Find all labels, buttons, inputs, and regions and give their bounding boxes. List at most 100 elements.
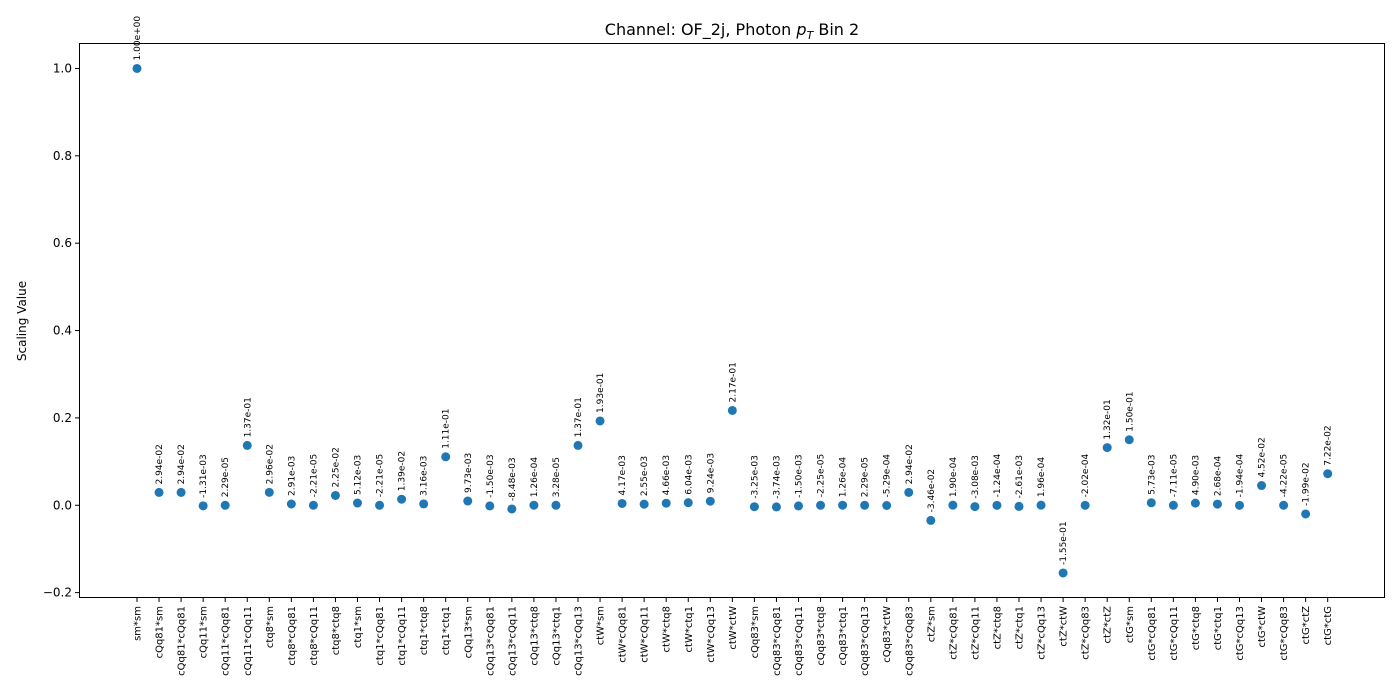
- data-point: [198, 501, 208, 511]
- data-point: [242, 440, 252, 450]
- x-tick-label: ctZ*ctq8: [992, 606, 1003, 649]
- data-label: 1.11e-01: [442, 409, 452, 449]
- data-label: 2.94e-02: [155, 444, 165, 484]
- x-tick-label: cQq83*ctW: [882, 606, 893, 663]
- x-tick-label: ctW*cQq13: [706, 606, 717, 663]
- data-label: 6.04e-03: [684, 454, 694, 494]
- data-point: [1080, 500, 1090, 510]
- data-label: 1.96e-04: [1037, 457, 1047, 498]
- data-point: [926, 515, 936, 525]
- chart-title-suffix: Bin 2: [813, 20, 859, 39]
- x-tick-label: cQq83*cQq11: [794, 606, 805, 676]
- data-label: -1.55e-01: [1059, 521, 1069, 565]
- x-tick-label: ctG*sm: [1125, 606, 1136, 643]
- x-tick-label: cQq83*ctq1: [838, 606, 849, 666]
- data-label: 2.94e-02: [177, 444, 187, 484]
- data-label: 2.91e-03: [287, 456, 297, 496]
- data-point: [176, 487, 186, 497]
- data-label: -1.24e-04: [993, 454, 1003, 498]
- x-tick-label: cQq83*cQq83: [904, 606, 915, 676]
- data-label: -3.25e-03: [750, 455, 760, 499]
- axes-frame: [79, 43, 1385, 598]
- data-label: -4.22e-05: [1280, 454, 1290, 498]
- data-point: [1212, 499, 1222, 509]
- data-label: 4.17e-03: [618, 455, 628, 495]
- data-point: [727, 405, 737, 415]
- data-label: 2.96e-02: [265, 444, 275, 484]
- data-point: [154, 487, 164, 497]
- data-label: 9.73e-03: [464, 453, 474, 493]
- data-point: [507, 504, 517, 514]
- data-label: 1.32e-01: [1103, 399, 1113, 439]
- data-label: 1.26e-04: [839, 457, 849, 498]
- x-tick-label: ctZ*ctW: [1059, 606, 1070, 647]
- x-tick-label: cQq11*cQq11: [243, 606, 254, 676]
- data-label: -1.94e-04: [1236, 454, 1246, 498]
- data-label: 1.37e-01: [243, 397, 253, 437]
- data-label: -1.50e-03: [486, 454, 496, 498]
- x-tick-label: ctG*ctq8: [1191, 606, 1202, 650]
- data-point: [771, 502, 781, 512]
- data-point: [860, 500, 870, 510]
- data-label: 1.39e-02: [398, 451, 408, 491]
- data-label: -3.08e-03: [971, 455, 981, 499]
- data-point: [375, 500, 385, 510]
- data-label: 2.68e-04: [1213, 456, 1223, 497]
- data-label: 3.28e-05: [552, 457, 562, 497]
- x-tick-label: cQq13*ctq1: [551, 606, 562, 666]
- x-tick-label: ctq1*cQq81: [375, 606, 386, 666]
- data-label: -1.99e-02: [1302, 462, 1312, 506]
- y-tick-label: 0.4: [53, 324, 72, 338]
- x-tick-label: ctq8*ctq8: [331, 606, 342, 655]
- data-label: 1.90e-04: [949, 457, 959, 498]
- x-tick-label: cQq11*sm: [199, 606, 210, 658]
- data-point: [573, 440, 583, 450]
- data-point: [816, 500, 826, 510]
- data-point: [1058, 568, 1068, 578]
- x-tick-label: ctq1*sm: [353, 606, 364, 648]
- data-label: 1.93e-01: [596, 373, 606, 413]
- y-tick-label: 0.2: [53, 411, 72, 425]
- data-label: 2.55e-03: [640, 456, 650, 496]
- data-point: [485, 501, 495, 511]
- data-point: [595, 416, 605, 426]
- x-tick-label: cQq83*cQq13: [860, 606, 871, 676]
- data-point: [1323, 469, 1333, 479]
- data-point: [794, 501, 803, 511]
- data-point: [1014, 501, 1024, 511]
- x-tick-label: ctG*cQq81: [1147, 606, 1158, 661]
- x-tick-label: cQq83*sm: [750, 606, 761, 658]
- data-point: [705, 496, 715, 506]
- x-tick-label: ctZ*ctZ: [1103, 606, 1114, 644]
- data-label: 2.25e-02: [331, 447, 341, 487]
- data-point: [132, 63, 142, 73]
- data-label: -2.21e-05: [309, 454, 319, 498]
- x-tick-label: cQq13*sm: [463, 606, 474, 658]
- data-label: 1.26e-04: [530, 457, 540, 498]
- data-point: [1235, 500, 1244, 510]
- data-point: [353, 498, 362, 508]
- data-point: [551, 500, 561, 510]
- data-point: [330, 490, 340, 500]
- data-label: 2.94e-02: [905, 444, 915, 484]
- x-tick-label: ctW*cQq81: [618, 606, 629, 663]
- data-label: 5.73e-03: [1147, 454, 1157, 494]
- x-tick-label: sm*sm: [133, 606, 144, 641]
- x-tick-label: cQq13*ctq8: [529, 606, 540, 666]
- y-tick-label: 0.8: [53, 149, 72, 163]
- data-label: -2.25e-05: [817, 454, 827, 498]
- data-point: [882, 501, 892, 511]
- data-label: 4.52e-02: [1258, 437, 1268, 477]
- data-label: -3.46e-02: [927, 469, 937, 513]
- data-label: -1.50e-03: [795, 454, 805, 498]
- data-point: [441, 452, 451, 462]
- data-point: [617, 498, 627, 508]
- data-point: [419, 499, 429, 509]
- data-label: 2.29e-05: [861, 457, 871, 497]
- x-tick-label: ctW*ctq8: [662, 606, 673, 652]
- chart-title-sub: T: [807, 29, 815, 42]
- data-point: [661, 498, 671, 508]
- x-tick-label: ctG*cQq13: [1235, 606, 1246, 661]
- data-label: -8.48e-03: [508, 457, 518, 501]
